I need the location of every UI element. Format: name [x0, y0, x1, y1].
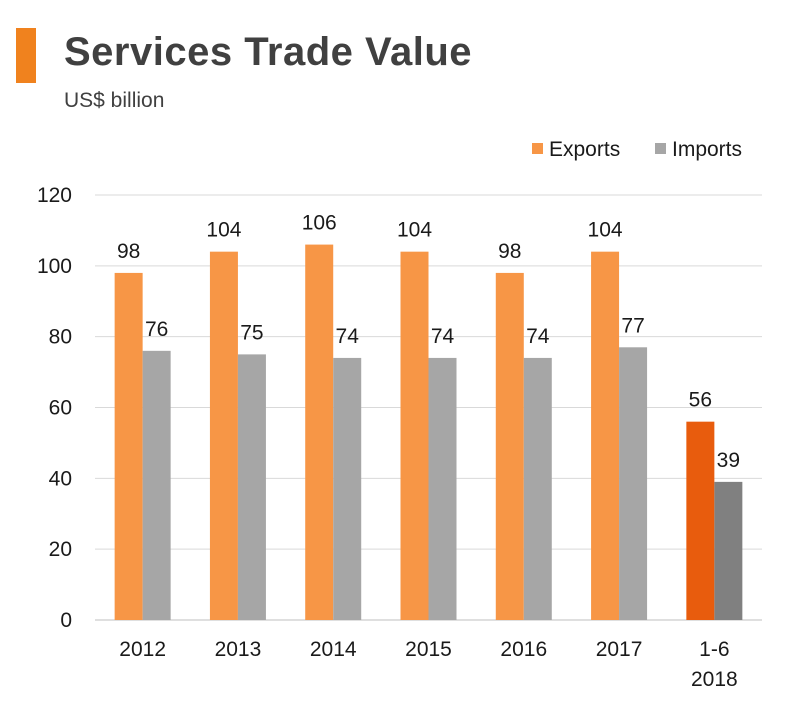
data-label-imports: 76	[145, 318, 168, 341]
chart-subtitle: US$ billion	[64, 89, 165, 112]
bar-exports	[686, 421, 715, 620]
title-accent-bar	[16, 28, 36, 83]
bar-exports	[591, 251, 620, 620]
y-tick-label: 100	[37, 255, 72, 278]
legend-label-imports: Imports	[672, 138, 742, 161]
bar-exports	[209, 251, 238, 620]
y-tick-label: 0	[60, 609, 72, 632]
bar-exports	[305, 244, 334, 621]
data-label-exports: 56	[689, 389, 712, 412]
data-label-imports: 75	[240, 321, 263, 344]
bar-imports	[237, 354, 266, 620]
data-label-exports: 106	[302, 212, 337, 235]
bar-exports	[400, 251, 429, 620]
bar-imports	[523, 357, 552, 620]
data-label-exports: 104	[588, 219, 623, 242]
bar-imports	[428, 357, 457, 620]
x-tick-label: 2012	[119, 638, 166, 661]
data-label-imports: 74	[336, 325, 360, 348]
y-tick-label: 60	[49, 397, 72, 420]
bar-imports	[142, 350, 171, 620]
data-label-exports: 104	[206, 219, 241, 242]
legend-swatch-exports	[532, 143, 543, 154]
bar-exports	[495, 272, 524, 620]
y-tick-label: 20	[49, 538, 72, 561]
data-label-exports: 98	[498, 240, 521, 263]
bar-exports	[114, 272, 143, 620]
legend-label-exports: Exports	[549, 138, 620, 161]
bar-imports	[333, 357, 362, 620]
x-tick-label: 2013	[215, 638, 262, 661]
data-label-imports: 39	[717, 449, 740, 472]
bar-imports	[619, 347, 648, 620]
x-tick-label: 2014	[310, 638, 357, 661]
x-tick-label: 2018	[691, 668, 738, 691]
y-tick-label: 40	[49, 467, 72, 490]
x-tick-label: 2015	[405, 638, 452, 661]
data-label-exports: 98	[117, 240, 140, 263]
x-tick-label: 1-6	[699, 638, 729, 661]
chart-title: Services Trade Value	[64, 30, 473, 74]
data-label-imports: 77	[621, 314, 644, 337]
legend-swatch-imports	[655, 143, 666, 154]
data-label-imports: 74	[526, 325, 550, 348]
y-tick-label: 120	[37, 184, 72, 207]
x-tick-label: 2016	[500, 638, 547, 661]
bar-imports	[714, 481, 743, 620]
data-label-imports: 74	[431, 325, 455, 348]
x-tick-label: 2017	[596, 638, 643, 661]
data-label-exports: 104	[397, 219, 432, 242]
y-tick-label: 80	[49, 326, 72, 349]
